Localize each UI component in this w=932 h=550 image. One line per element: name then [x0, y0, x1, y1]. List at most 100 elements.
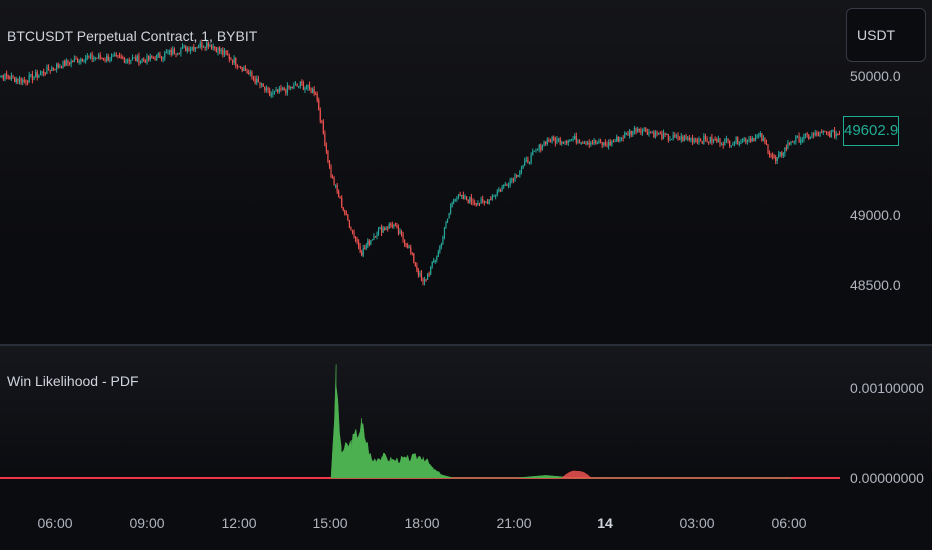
- candle-body: [611, 141, 613, 145]
- currency-selector[interactable]: USDT: [846, 8, 926, 62]
- candle-body: [624, 133, 626, 139]
- candle-body: [138, 55, 140, 64]
- candle-body: [762, 138, 764, 141]
- candle-body: [717, 138, 719, 142]
- candle-body: [146, 56, 148, 63]
- candle-body: [106, 56, 108, 60]
- candle-body: [821, 131, 823, 133]
- candle-body: [110, 56, 113, 60]
- time-axis[interactable]: [0, 506, 932, 550]
- candle-body: [524, 161, 526, 166]
- time-tick: 15:00: [312, 515, 348, 531]
- candle-body: [722, 144, 724, 146]
- indicator-pane[interactable]: [0, 346, 932, 506]
- candle-body: [273, 90, 276, 93]
- candle-body: [39, 73, 42, 75]
- candle-body: [633, 127, 636, 132]
- candle-body: [816, 132, 818, 135]
- candle-body: [738, 143, 740, 145]
- candle-body: [115, 54, 117, 56]
- candle-body: [835, 133, 837, 137]
- candle-body: [522, 165, 524, 169]
- pdf-secondary-bump: [561, 470, 592, 478]
- candle-body: [410, 247, 412, 253]
- candle-body: [619, 137, 621, 142]
- candle-body: [767, 144, 769, 153]
- candle-body: [331, 177, 334, 179]
- pane-divider[interactable]: [0, 344, 932, 346]
- candle-body: [25, 80, 27, 83]
- candle-body: [800, 139, 802, 143]
- candle-body: [574, 135, 576, 140]
- candle-body: [217, 47, 219, 53]
- candle-body: [264, 86, 266, 91]
- pdf-area: [330, 364, 791, 479]
- candle-body: [811, 134, 813, 138]
- candle-body: [759, 133, 761, 136]
- candle-body: [262, 83, 264, 87]
- indicator-label-0: 0.00000000: [850, 470, 924, 486]
- time-tick: 06:00: [771, 515, 807, 531]
- candle-body: [669, 139, 671, 141]
- candle-body: [548, 139, 550, 142]
- candle-body: [654, 131, 657, 137]
- candle-body: [546, 139, 548, 145]
- candle-body: [68, 62, 71, 65]
- candle-body: [373, 236, 375, 240]
- candle-body: [782, 153, 784, 156]
- candle-body: [15, 78, 17, 82]
- candle-body: [23, 79, 25, 81]
- candle-body: [64, 61, 66, 66]
- candle-body: [304, 88, 306, 90]
- candle-body: [93, 57, 95, 59]
- candle-body: [577, 140, 579, 143]
- candle-body: [350, 227, 352, 231]
- candle-body: [135, 57, 137, 62]
- candle-body: [404, 239, 406, 245]
- candle-body: [667, 134, 669, 140]
- candle-body: [362, 248, 364, 256]
- candle-body: [425, 279, 427, 281]
- candle-body: [635, 127, 637, 133]
- candle-body: [252, 76, 255, 80]
- candle-body: [416, 265, 418, 270]
- candle-body: [219, 47, 221, 52]
- candle-body: [737, 137, 739, 145]
- candle-body: [14, 77, 16, 82]
- candle-body: [806, 133, 808, 136]
- candle-body: [52, 67, 54, 69]
- candle-body: [330, 165, 332, 178]
- candle-body: [688, 138, 690, 141]
- candle-body: [165, 52, 167, 54]
- candle-body: [277, 89, 279, 92]
- candle-body: [194, 47, 197, 50]
- candle-body: [394, 225, 396, 227]
- candle-body: [687, 138, 689, 140]
- candle-body: [825, 131, 828, 133]
- candle-body: [104, 59, 106, 61]
- candle-body: [779, 152, 781, 154]
- candle-body: [664, 132, 666, 135]
- candle-body: [168, 49, 171, 52]
- candle-body: [62, 61, 64, 69]
- candle-body: [572, 139, 574, 141]
- candle-body: [302, 83, 304, 90]
- candle-body: [532, 151, 534, 155]
- candle-body: [243, 68, 245, 71]
- candle-body: [768, 152, 771, 155]
- candle-body: [445, 222, 447, 228]
- candle-body: [535, 149, 537, 151]
- candle-body: [625, 132, 627, 134]
- candle-body: [719, 138, 721, 145]
- candle-body: [690, 137, 692, 141]
- candle-body: [430, 266, 432, 275]
- candle-body: [127, 60, 129, 62]
- time-tick: 21:00: [496, 515, 532, 531]
- candle-body: [215, 48, 218, 53]
- candle-body: [238, 66, 240, 68]
- candle-body: [761, 133, 763, 141]
- candle-body: [328, 161, 331, 166]
- candle-body: [220, 50, 222, 52]
- candle-body: [753, 138, 755, 142]
- candle-body: [371, 239, 373, 241]
